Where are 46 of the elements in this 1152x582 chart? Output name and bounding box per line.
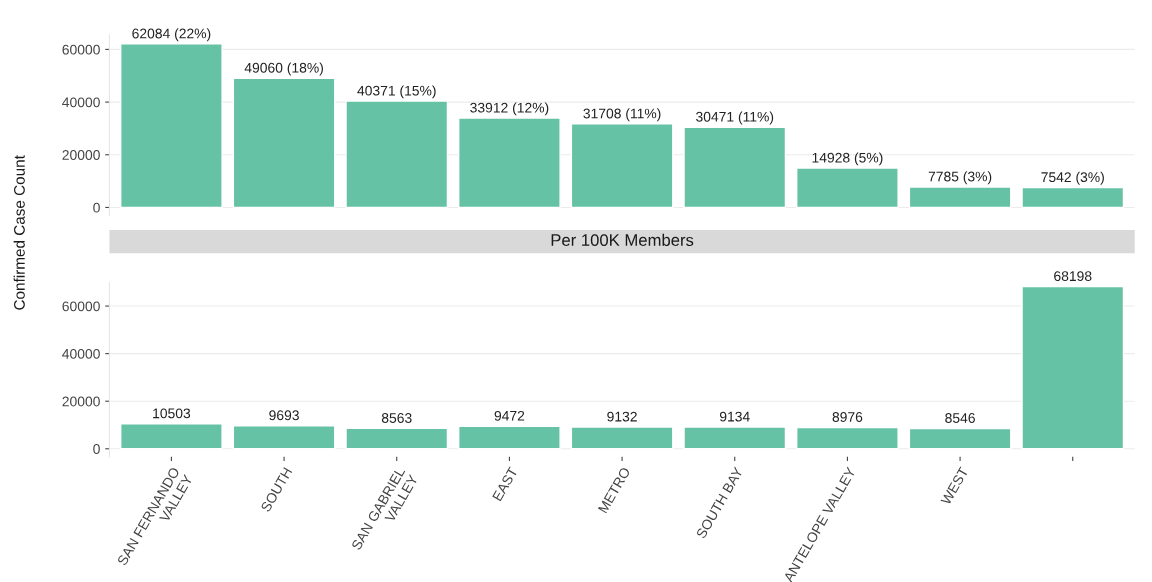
data-label: 9472 — [494, 410, 525, 421]
bar — [232, 425, 336, 450]
data-label: 62084 (22%) — [132, 28, 211, 42]
y-tick-label: 20000 — [62, 396, 100, 407]
bar — [458, 425, 561, 450]
data-label: 9693 — [269, 410, 299, 421]
bar — [458, 117, 561, 209]
bar — [570, 426, 674, 450]
bar — [683, 126, 787, 209]
bar — [1021, 285, 1125, 450]
data-label: 7785 (3%) — [928, 171, 992, 185]
data-label: 68198 — [1054, 271, 1092, 282]
y-axis-title: Confirmed Case Count — [13, 155, 25, 310]
bar — [908, 186, 1012, 209]
y-tick-label: 0 — [93, 444, 100, 454]
chart-title: Per 100K Members — [551, 233, 694, 246]
data-label: 10503 — [153, 408, 191, 419]
bar — [908, 427, 1012, 450]
y-tick-label: 40000 — [62, 97, 100, 108]
bar — [120, 43, 223, 209]
y-tick-label: 20000 — [62, 150, 100, 160]
bar — [1021, 186, 1125, 209]
data-label: 14928 (5%) — [812, 152, 883, 166]
data-label: 7542 (3%) — [1041, 171, 1104, 185]
data-label: 8546 — [945, 413, 975, 423]
bar — [345, 100, 449, 209]
data-label: 9132 — [607, 411, 637, 422]
data-label: 9134 — [719, 411, 750, 422]
data-label: 8563 — [381, 413, 412, 423]
data-label: 31708 (11%) — [583, 108, 661, 122]
data-label: 33912 (12%) — [470, 102, 549, 116]
y-tick-label: 40000 — [62, 348, 100, 359]
data-label: 8976 — [832, 412, 863, 422]
bar — [570, 123, 674, 209]
bar — [796, 167, 899, 209]
bar — [796, 426, 899, 450]
y-tick-label: 60000 — [62, 301, 100, 312]
data-label: 30471 (11%) — [696, 111, 774, 125]
data-label: 49060 (18%) — [244, 62, 323, 76]
y-tick-label: 0 — [93, 202, 100, 213]
bar — [683, 426, 787, 450]
data-label: 40371 (15%) — [357, 85, 436, 99]
y-tick-label: 60000 — [62, 44, 100, 55]
bar — [232, 77, 336, 209]
bar — [345, 427, 449, 450]
bar — [120, 423, 223, 450]
